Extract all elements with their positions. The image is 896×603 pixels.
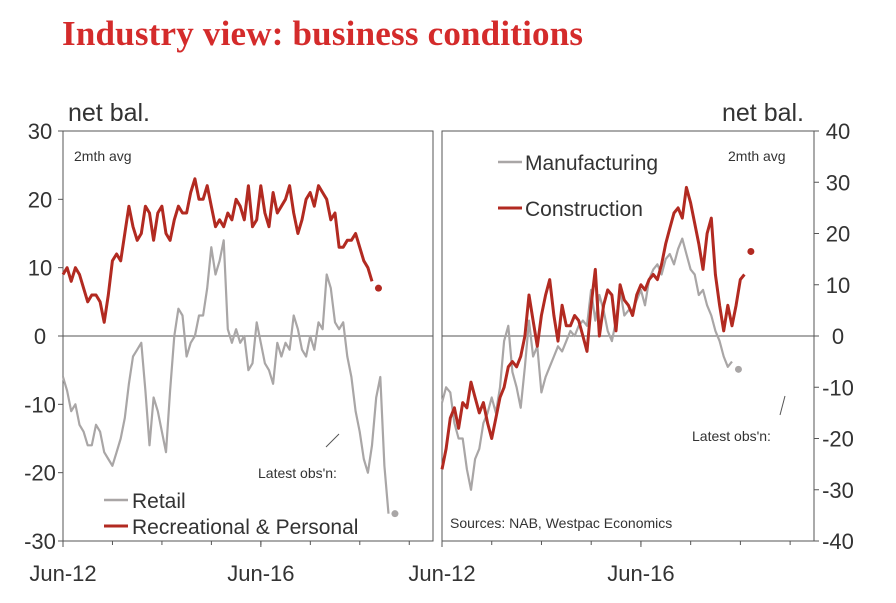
legend-retail-label: Retail [132,490,186,513]
right-ytick-label-3: 10 [826,273,850,298]
right-unit-label: net bal. [722,99,804,127]
legend-manufacturing-label: Manufacturing [525,152,658,175]
right-ytick-label-5: -10 [822,375,854,400]
right-xtick-label-0: Jun-12 [408,561,475,586]
left-xtick-label-1: Jun-16 [227,561,294,586]
right-latest-label: Latest obs'n: [692,428,771,444]
right-xtick-label-1: Jun-16 [607,561,674,586]
right-series-construction-latest-dot [747,247,755,255]
left-ytick-label-5: -20 [24,461,56,486]
left-latest-pointer [325,433,340,448]
right-series-construction-line [440,185,746,470]
left-xtick-label-0: Jun-12 [29,561,96,586]
right-ytick-label-7: -30 [822,478,854,503]
left-ytick-label-3: 0 [34,324,46,349]
right-note: 2mth avg [728,148,786,164]
left-series-recreational-personal-latest-dot [374,284,382,292]
left-ytick-label-2: 10 [28,256,52,281]
legend-recreational-label: Recreational & Personal [132,516,358,539]
right-ytick-label-8: -40 [822,529,854,554]
left-ytick-label-1: 20 [28,187,52,212]
right-ytick-label-2: 20 [826,222,850,247]
left-unit-label: net bal. [68,99,150,127]
right-ytick-label-0: 40 [826,119,850,144]
source-note: Sources: NAB, Westpac Economics [450,515,672,531]
left-ytick-label-0: 30 [28,119,52,144]
right-series-manufacturing-latest-dot [734,365,742,373]
right-series-manufacturing-line [440,237,733,491]
right-ytick-label-6: -20 [822,427,854,452]
left-ytick-label-6: -30 [24,529,56,554]
right-ytick-label-4: 0 [832,324,844,349]
right-latest-pointer [779,395,786,416]
left-series-recreational-personal-line [61,177,374,324]
left-series-retail-latest-dot [391,510,399,518]
page-title: Industry view: business conditions [62,14,584,53]
right-ytick-label-1: 30 [826,170,850,195]
left-ytick-label-4: -10 [24,392,56,417]
left-series-retail-line [61,239,390,514]
legend-construction-label: Construction [525,198,643,221]
left-note: 2mth avg [74,148,132,164]
left-latest-label: Latest obs'n: [258,465,337,481]
